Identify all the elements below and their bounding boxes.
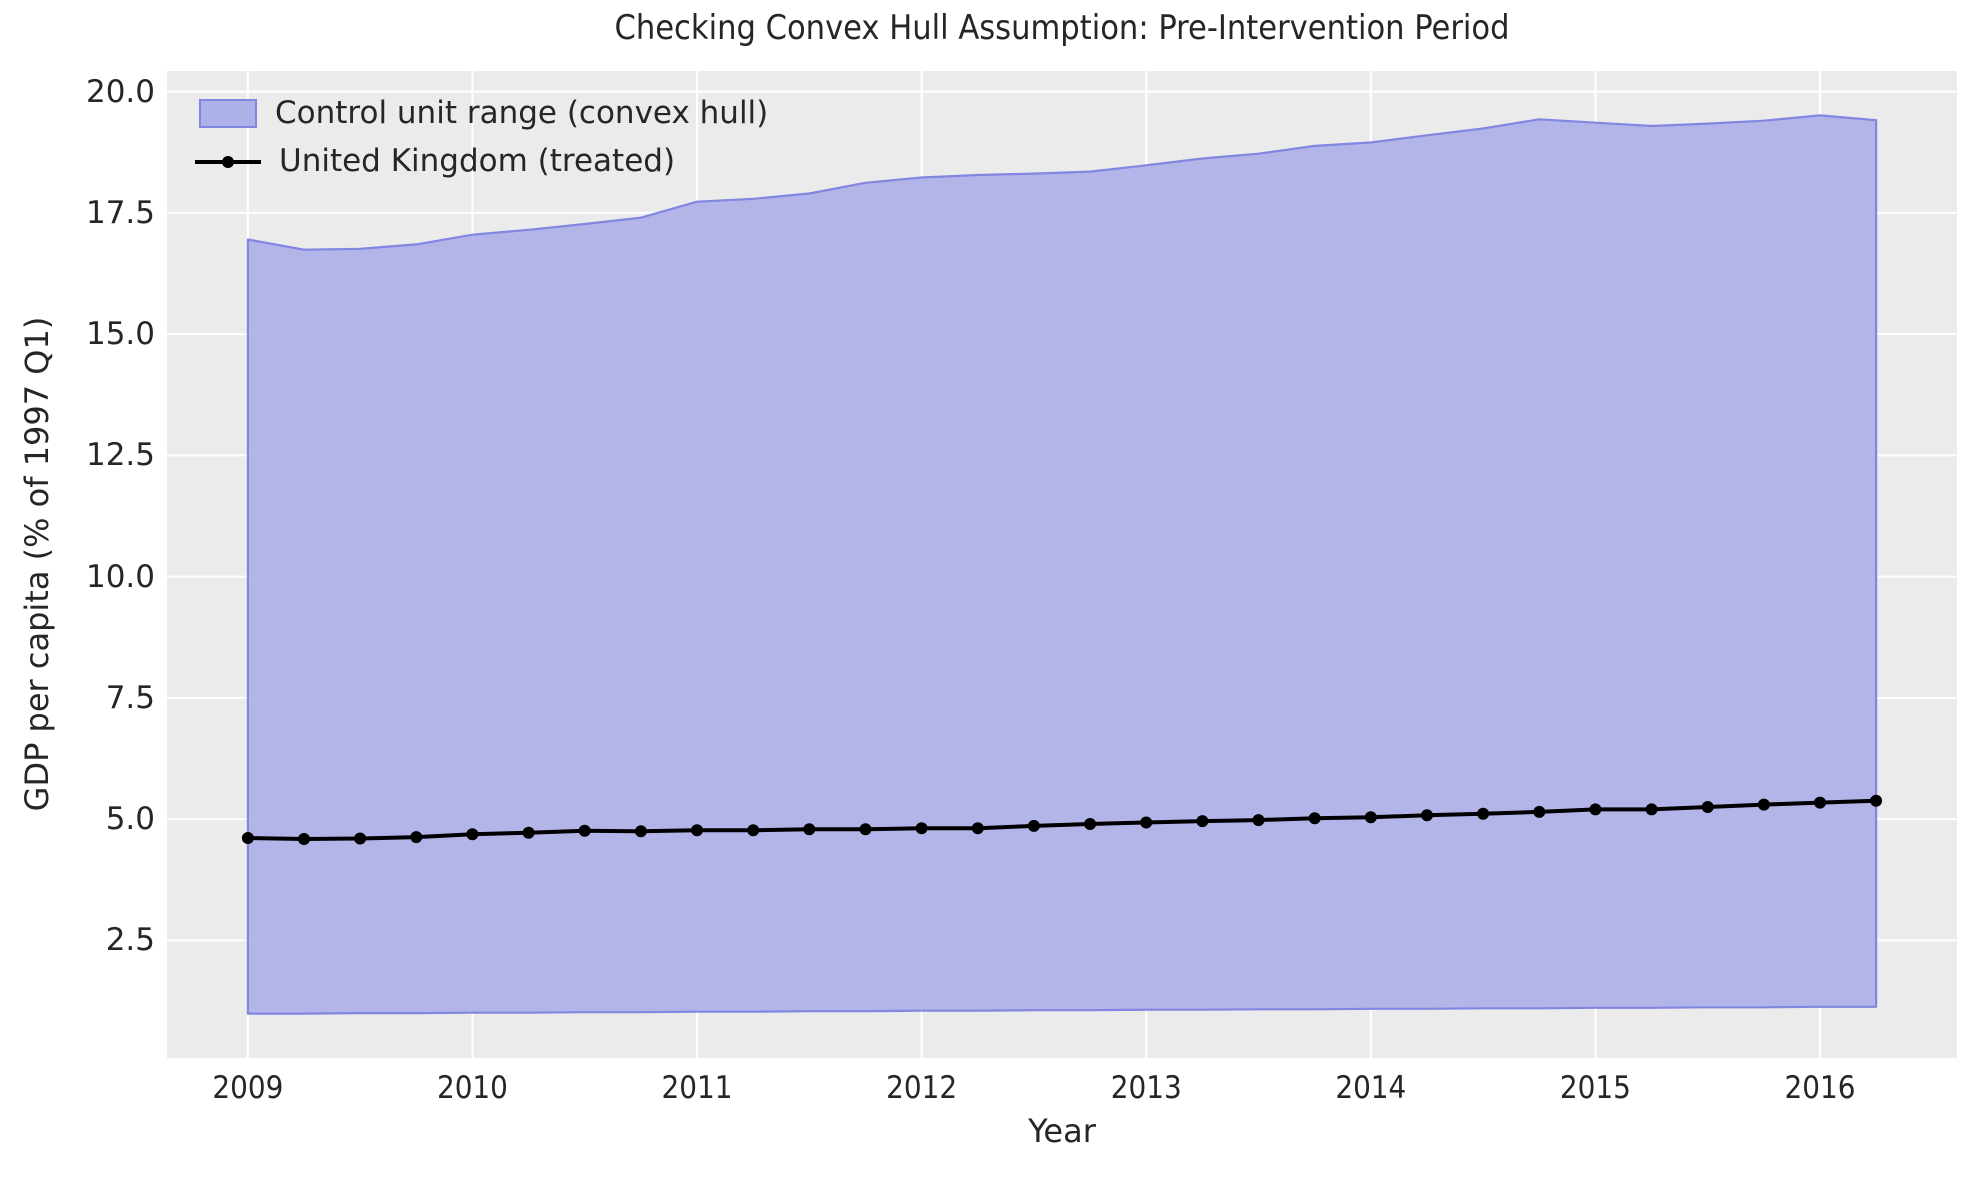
y-tick-label: 12.5 <box>85 437 155 474</box>
x-tick-label: 2012 <box>886 1070 958 1106</box>
treated-data-point <box>354 832 367 845</box>
treated-data-point <box>1870 794 1883 807</box>
y-tick-label: 17.5 <box>85 194 155 231</box>
legend: Control unit range (convex hull) United … <box>191 89 768 185</box>
treated-data-point <box>915 822 928 835</box>
treated-data-point <box>466 828 479 841</box>
y-tick-label: 15.0 <box>85 316 155 353</box>
x-tick-label: 2010 <box>436 1070 508 1106</box>
x-tick-label: 2011 <box>661 1070 733 1106</box>
treated-data-point <box>522 826 535 839</box>
treated-data-point <box>803 823 816 836</box>
treated-data-point <box>691 824 703 837</box>
y-tick-label: 2.5 <box>105 922 155 959</box>
control-range-swatch <box>199 98 257 128</box>
treated-data-point <box>1252 814 1265 827</box>
treated-data-point <box>971 822 984 835</box>
legend-item-control-range: Control unit range (convex hull) <box>191 89 768 137</box>
treated-data-point <box>241 832 254 844</box>
treated-line-markers <box>241 794 1883 845</box>
treated-data-point <box>747 824 760 837</box>
treated-data-point <box>1140 816 1153 829</box>
y-tick-label: 10.0 <box>85 558 155 595</box>
treated-data-point <box>410 831 423 844</box>
chart-title: Checking Convex Hull Assumption: Pre-Int… <box>614 8 1510 48</box>
x-tick-label: 2014 <box>1335 1070 1407 1106</box>
x-tick-label: 2016 <box>1784 1070 1856 1106</box>
x-axis-label: Year <box>1028 1112 1096 1150</box>
treated-data-point <box>1421 809 1433 822</box>
y-tick-label: 20.0 <box>85 73 155 110</box>
x-tick-label: 2013 <box>1110 1070 1182 1106</box>
x-tick-label: 2009 <box>212 1070 284 1106</box>
legend-label-treated: United Kingdom (treated) <box>279 143 676 179</box>
treated-data-point <box>1364 811 1377 824</box>
treated-data-point <box>298 833 310 845</box>
treated-data-point <box>1533 805 1546 818</box>
treated-data-point <box>1477 807 1490 820</box>
treated-data-point <box>1308 812 1321 825</box>
treated-line <box>247 798 1877 842</box>
treated-data-point <box>1027 819 1040 832</box>
treated-data-point <box>1757 798 1770 811</box>
control-range-band <box>246 114 1878 1015</box>
treated-data-point <box>1589 803 1602 816</box>
legend-item-treated: United Kingdom (treated) <box>191 137 768 185</box>
treated-line-sample <box>195 147 261 176</box>
treated-data-point <box>1084 818 1097 830</box>
treated-data-point <box>1701 801 1714 813</box>
y-tick-label: 7.5 <box>105 679 155 716</box>
treated-data-point <box>578 824 591 837</box>
treated-data-point <box>634 825 647 838</box>
treated-data-point <box>1814 796 1826 809</box>
treated-line-marker-dot <box>222 155 234 168</box>
y-tick-label: 5.0 <box>105 801 155 838</box>
y-axis-label: GDP per capita (% of 1997 Q1) <box>18 316 56 812</box>
x-tick-label: 2015 <box>1559 1070 1631 1106</box>
plot-area: Control unit range (convex hull) United … <box>167 71 1957 1058</box>
treated-data-point <box>1645 803 1658 816</box>
treated-data-point <box>1196 815 1209 828</box>
treated-data-point <box>859 823 872 836</box>
legend-label-control-range: Control unit range (convex hull) <box>275 95 769 131</box>
chart-canvas <box>167 71 1957 1058</box>
